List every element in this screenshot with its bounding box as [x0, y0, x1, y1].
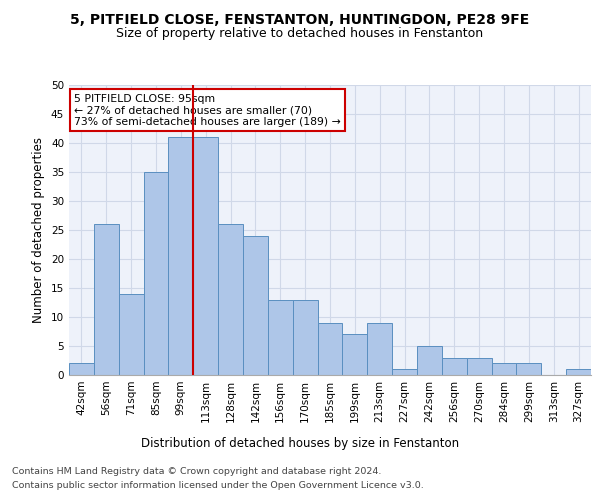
Bar	[218, 224, 243, 375]
Bar	[268, 300, 293, 375]
Bar	[293, 300, 317, 375]
Bar	[119, 294, 143, 375]
Text: Contains HM Land Registry data © Crown copyright and database right 2024.: Contains HM Land Registry data © Crown c…	[12, 468, 382, 476]
Bar	[467, 358, 491, 375]
Bar	[94, 224, 119, 375]
Bar	[517, 364, 541, 375]
Bar	[566, 369, 591, 375]
Y-axis label: Number of detached properties: Number of detached properties	[32, 137, 46, 323]
Bar	[392, 369, 417, 375]
Bar	[417, 346, 442, 375]
Bar	[367, 323, 392, 375]
Bar	[193, 137, 218, 375]
Bar	[491, 364, 517, 375]
Bar	[143, 172, 169, 375]
Bar	[69, 364, 94, 375]
Text: Distribution of detached houses by size in Fenstanton: Distribution of detached houses by size …	[141, 438, 459, 450]
Bar	[169, 137, 193, 375]
Bar	[442, 358, 467, 375]
Text: 5, PITFIELD CLOSE, FENSTANTON, HUNTINGDON, PE28 9FE: 5, PITFIELD CLOSE, FENSTANTON, HUNTINGDO…	[70, 12, 530, 26]
Text: Contains public sector information licensed under the Open Government Licence v3: Contains public sector information licen…	[12, 481, 424, 490]
Bar	[243, 236, 268, 375]
Text: 5 PITFIELD CLOSE: 95sqm
← 27% of detached houses are smaller (70)
73% of semi-de: 5 PITFIELD CLOSE: 95sqm ← 27% of detache…	[74, 94, 341, 127]
Bar	[317, 323, 343, 375]
Text: Size of property relative to detached houses in Fenstanton: Size of property relative to detached ho…	[116, 28, 484, 40]
Bar	[343, 334, 367, 375]
